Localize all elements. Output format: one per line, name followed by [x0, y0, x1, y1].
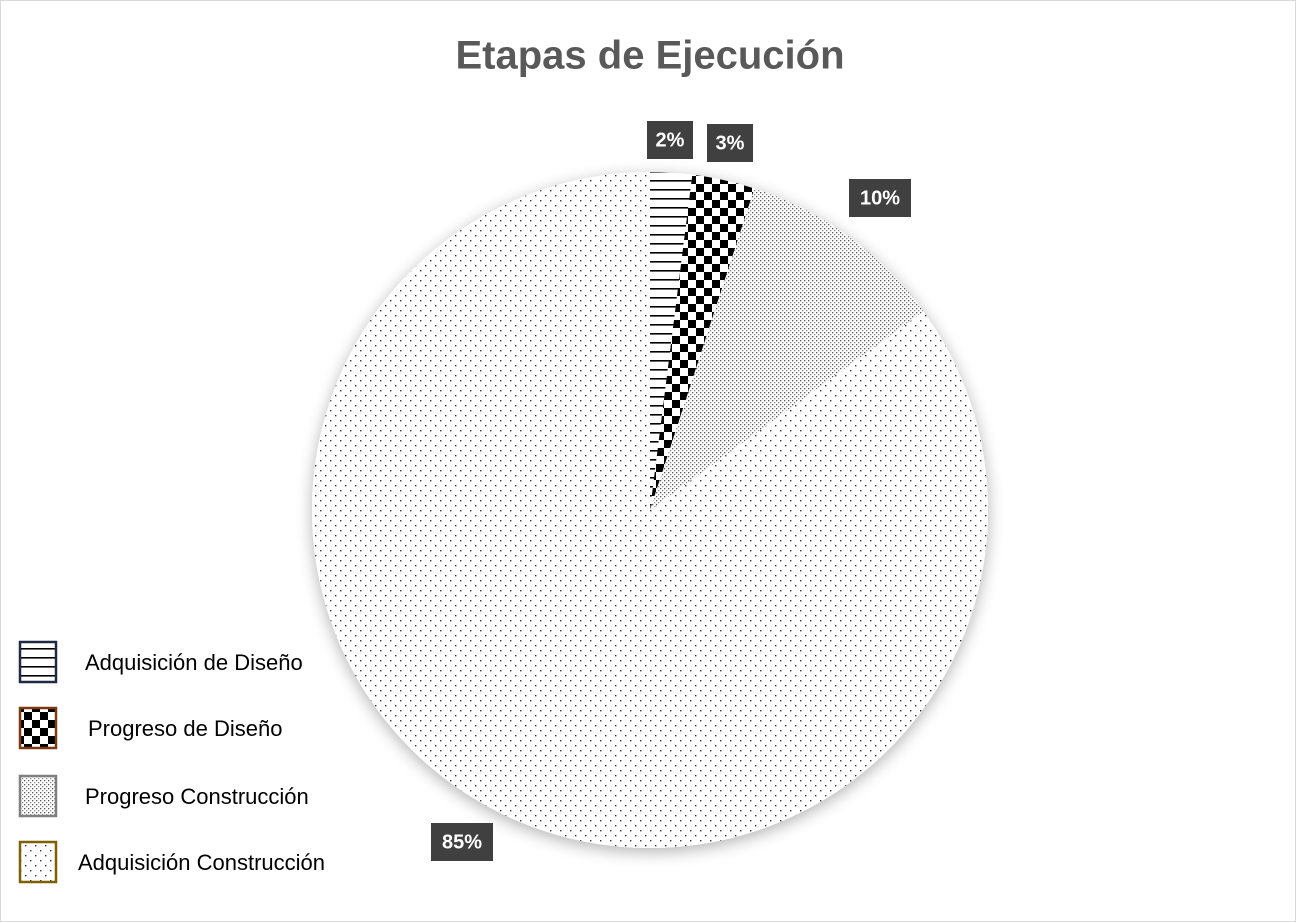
data-label-box — [849, 179, 911, 217]
pie — [312, 172, 989, 848]
pie-slice — [650, 174, 755, 511]
pie-slice — [650, 188, 924, 510]
legend-label: Adquisición de Diseño — [85, 650, 303, 675]
data-label-box — [707, 124, 753, 162]
legend-swatch — [18, 640, 58, 684]
data-label: 3% — [716, 132, 745, 154]
chart-title: Etapas de Ejecución — [455, 34, 844, 78]
pie-slice — [650, 172, 693, 510]
legend-swatch — [18, 840, 58, 884]
data-label: 85% — [442, 831, 482, 853]
data-label-box — [431, 823, 493, 861]
pie-slice — [312, 172, 989, 848]
legend-swatch — [18, 706, 58, 750]
legend-swatch — [18, 774, 58, 818]
data-label: 2% — [656, 129, 685, 151]
legend-label: Progreso de Diseño — [88, 716, 282, 741]
legend-label: Adquisición Construcción — [78, 850, 325, 875]
legend-label: Progreso Construcción — [85, 784, 309, 809]
data-label-box — [647, 121, 693, 159]
data-label: 10% — [860, 187, 900, 209]
